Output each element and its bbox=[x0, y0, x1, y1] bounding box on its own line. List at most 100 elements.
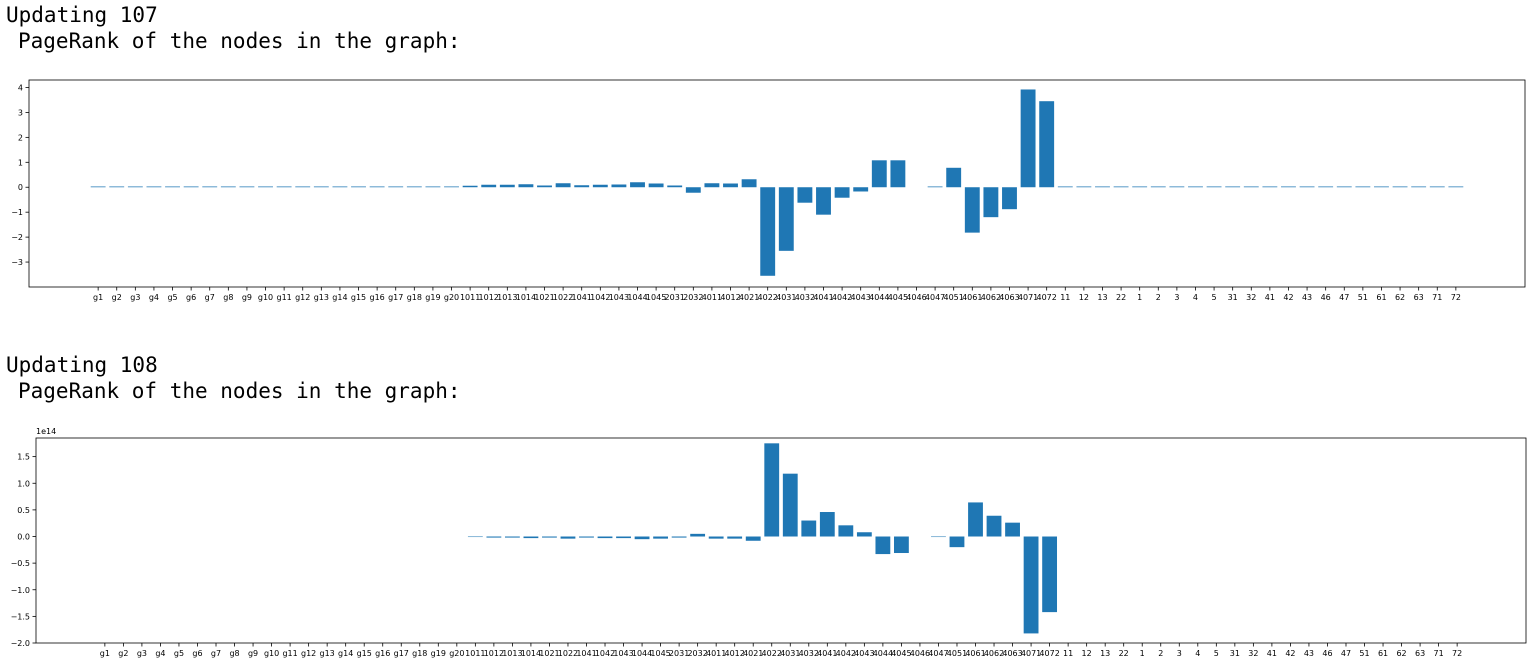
x-tick-label: 63 bbox=[1415, 649, 1425, 658]
bar bbox=[1281, 186, 1296, 188]
x-tick-label: g12 bbox=[301, 649, 316, 658]
x-tick-label: g6 bbox=[186, 293, 196, 302]
bar bbox=[741, 179, 757, 188]
y-tick-label: 1.5 bbox=[17, 453, 30, 462]
x-tick-label: 1012 bbox=[484, 649, 504, 658]
x-tick-label: 1021 bbox=[539, 649, 559, 658]
x-tick-label: 1014 bbox=[516, 293, 536, 302]
x-tick-label: 31 bbox=[1228, 293, 1238, 302]
output-heading-107: Updating 107 bbox=[6, 3, 158, 27]
bar bbox=[653, 536, 669, 539]
x-tick-label: g2 bbox=[112, 293, 122, 302]
bar bbox=[797, 187, 813, 203]
bar bbox=[1076, 186, 1092, 188]
x-tick-label: 3 bbox=[1177, 649, 1182, 658]
bar bbox=[109, 186, 125, 188]
x-tick-label: 4044 bbox=[869, 293, 889, 302]
bar bbox=[927, 186, 943, 188]
bar bbox=[1206, 186, 1222, 188]
x-tick-label: g15 bbox=[351, 293, 366, 302]
x-tick-label: 61 bbox=[1378, 649, 1388, 658]
output-subheading-108: PageRank of the nodes in the graph: bbox=[18, 379, 461, 403]
x-tick-label: 1014 bbox=[521, 649, 541, 658]
x-tick-label: 4047 bbox=[928, 649, 948, 658]
x-tick-label: g20 bbox=[449, 649, 464, 658]
x-tick-label: 2031 bbox=[665, 293, 685, 302]
x-tick-label: 1041 bbox=[572, 293, 592, 302]
x-tick-label: g19 bbox=[431, 649, 446, 658]
bar bbox=[406, 186, 422, 188]
x-tick-label: 1042 bbox=[590, 293, 610, 302]
x-tick-label: 1044 bbox=[632, 649, 652, 658]
x-tick-label: 4071 bbox=[1018, 293, 1038, 302]
bar bbox=[276, 186, 292, 188]
bar bbox=[1169, 186, 1185, 188]
y-tick-label: −1 bbox=[11, 208, 23, 217]
x-tick-label: 62 bbox=[1396, 649, 1406, 658]
bar bbox=[1002, 187, 1017, 210]
bar bbox=[1299, 186, 1315, 188]
x-tick-label: 71 bbox=[1434, 649, 1444, 658]
x-tick-label: 4012 bbox=[720, 293, 740, 302]
x-tick-label: 12 bbox=[1082, 649, 1092, 658]
x-tick-label: 4045 bbox=[891, 649, 911, 658]
x-tick-label: g8 bbox=[223, 293, 233, 302]
y-tick-label: −0.5 bbox=[11, 559, 30, 568]
bar bbox=[690, 533, 706, 537]
x-tick-label: 4041 bbox=[817, 649, 837, 658]
bar bbox=[1005, 522, 1020, 537]
x-tick-label: 2032 bbox=[687, 649, 707, 658]
bar bbox=[537, 185, 552, 188]
x-tick-label: g8 bbox=[229, 649, 239, 658]
x-tick-label: 4046 bbox=[910, 649, 930, 658]
bar bbox=[853, 187, 869, 192]
x-tick-label: 32 bbox=[1246, 293, 1256, 302]
bar bbox=[685, 187, 701, 193]
x-tick-label: 4063 bbox=[999, 293, 1019, 302]
bar bbox=[444, 186, 459, 188]
x-tick-label: g17 bbox=[388, 293, 403, 302]
bar bbox=[560, 536, 576, 539]
x-tick-label: 4071 bbox=[1021, 649, 1041, 658]
x-tick-label: 2032 bbox=[683, 293, 703, 302]
x-tick-label: 1013 bbox=[497, 293, 517, 302]
bar bbox=[983, 187, 999, 218]
x-tick-label: 46 bbox=[1321, 293, 1331, 302]
bar bbox=[1374, 186, 1389, 188]
bar bbox=[1132, 186, 1148, 188]
x-tick-label: 42 bbox=[1285, 649, 1295, 658]
x-tick-label: g1 bbox=[100, 649, 110, 658]
x-tick-label: 12 bbox=[1079, 293, 1089, 302]
x-tick-label: g7 bbox=[205, 293, 215, 302]
x-tick-label: 4043 bbox=[854, 649, 874, 658]
x-tick-label: 4063 bbox=[1002, 649, 1022, 658]
bar bbox=[239, 186, 255, 188]
bar bbox=[834, 187, 850, 198]
bar bbox=[931, 536, 946, 538]
x-tick-label: 4043 bbox=[851, 293, 871, 302]
x-tick-label: 72 bbox=[1452, 649, 1462, 658]
bar bbox=[1392, 186, 1408, 188]
x-tick-label: 1045 bbox=[646, 293, 666, 302]
x-tick-label: g20 bbox=[444, 293, 459, 302]
bar bbox=[1023, 536, 1039, 634]
x-tick-label: 1 bbox=[1140, 649, 1145, 658]
x-tick-label: 1021 bbox=[534, 293, 554, 302]
bar bbox=[708, 536, 724, 539]
x-tick-label: g9 bbox=[248, 649, 258, 658]
bar bbox=[634, 536, 650, 540]
x-tick-label: 4051 bbox=[944, 293, 964, 302]
y-tick-label: −3 bbox=[11, 258, 23, 267]
bar bbox=[890, 160, 906, 188]
x-tick-label: g16 bbox=[369, 293, 384, 302]
y-tick-label: −1.5 bbox=[11, 612, 30, 621]
x-tick-label: 4046 bbox=[906, 293, 926, 302]
x-tick-label: g15 bbox=[357, 649, 372, 658]
bar bbox=[295, 186, 311, 188]
bar bbox=[90, 186, 106, 188]
x-tick-label: g6 bbox=[192, 649, 202, 658]
x-tick-label: 4051 bbox=[947, 649, 967, 658]
bar bbox=[782, 473, 798, 537]
bar bbox=[893, 536, 909, 554]
